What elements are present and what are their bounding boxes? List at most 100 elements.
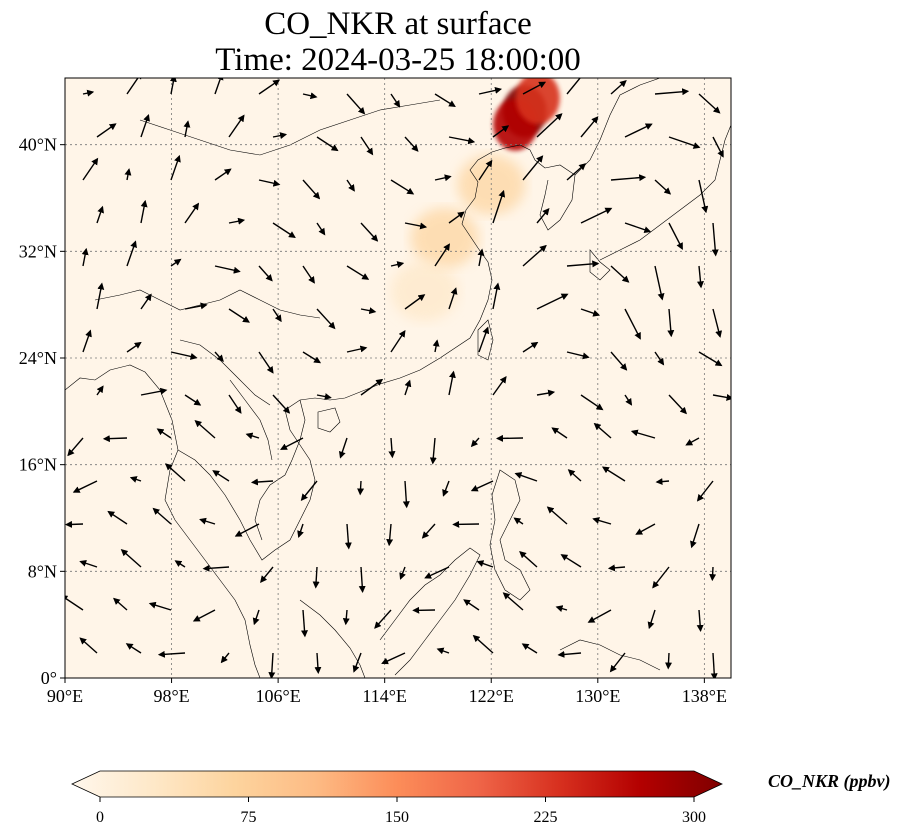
wind-arrow: [580, 116, 599, 138]
wind-arrow: [698, 179, 709, 214]
colorbar-tick-label: 225: [534, 809, 558, 826]
wind-arrow: [654, 351, 665, 366]
wind-arrow: [404, 222, 428, 230]
y-tick-label: 0°: [41, 668, 57, 688]
wind-arrow: [424, 566, 450, 579]
wind-arrow: [156, 428, 172, 439]
wind-arrow: [342, 609, 350, 626]
wind-arrow: [272, 132, 288, 140]
wind-arrow: [316, 222, 326, 236]
wind-arrow: [228, 114, 245, 138]
wind-arrow: [316, 393, 332, 400]
wind-arrow: [463, 599, 480, 611]
wind-arrow: [374, 609, 392, 629]
concentration-patch: [410, 208, 479, 268]
wind-arrow: [624, 123, 653, 138]
wind-arrow: [610, 351, 628, 371]
wind-arrow: [470, 437, 480, 448]
wind-arrow: [665, 652, 673, 670]
wind-arrow: [470, 480, 494, 492]
wind-arrow: [228, 308, 250, 323]
wind-arrow: [183, 120, 191, 138]
wind-arrow: [448, 136, 476, 145]
wind-arrow: [212, 470, 230, 482]
wind-arrow: [698, 93, 721, 114]
wind-arrow: [302, 92, 318, 100]
wind-arrow: [81, 247, 89, 267]
wind-arrow: [228, 217, 246, 225]
wind-arrow: [593, 422, 612, 439]
wind-arrow: [126, 78, 143, 95]
wind-arrow: [711, 222, 719, 257]
colorbar-body: [71, 770, 723, 798]
wind-arrow: [79, 559, 98, 568]
wind-arrow: [557, 650, 582, 658]
wind-arrow: [654, 88, 690, 96]
wind-arrow: [82, 89, 95, 97]
wind-arrow: [194, 419, 216, 439]
wind-arrow: [436, 647, 450, 655]
wind-arrow: [492, 125, 510, 138]
wind-arrow: [668, 136, 701, 149]
wind-arrow: [434, 93, 456, 108]
wind-arrow: [258, 351, 274, 374]
wind-arrow: [601, 466, 626, 482]
wind-arrow: [199, 517, 216, 525]
wind-arrow: [566, 260, 600, 268]
wind-arrow: [72, 480, 98, 493]
wind-arrow: [272, 308, 282, 323]
wind-arrow: [300, 480, 318, 501]
x-tick-label: 122°E: [469, 686, 514, 706]
wind-arrow: [140, 387, 168, 396]
wind-arrow: [258, 179, 281, 187]
wind-arrow: [492, 189, 506, 224]
wind-arrow: [170, 351, 198, 360]
wind-arrow: [513, 517, 524, 525]
wind-arrow: [388, 437, 396, 459]
wind-arrow: [357, 480, 365, 496]
wind-arrow: [169, 78, 177, 95]
wind-arrow: [609, 652, 626, 673]
wind-arrow: [184, 302, 208, 310]
wind-arrow: [220, 652, 230, 664]
wind-arrow: [654, 265, 665, 301]
colorbar-tick-label: 0: [96, 809, 104, 826]
wind-arrow: [170, 258, 182, 267]
wind-arrow: [478, 326, 490, 353]
wind-arrow: [314, 652, 322, 675]
wind-arrow: [316, 136, 339, 152]
colorbar-tick-label: 75: [241, 809, 257, 826]
wind-arrow: [390, 261, 405, 268]
wind-arrow: [668, 222, 683, 250]
x-tick-label: 130°E: [575, 686, 620, 706]
wind-arrow: [580, 308, 601, 317]
y-tick-label: 40°N: [19, 135, 57, 155]
wind-arrow: [360, 136, 374, 156]
x-tick-label: 98°E: [153, 686, 189, 706]
wind-arrow: [344, 523, 352, 550]
wind-arrow: [129, 476, 142, 483]
wind-arrow: [696, 265, 704, 289]
wind-arrow: [685, 437, 700, 446]
wind-arrow: [96, 385, 104, 396]
wind-arrow: [250, 478, 274, 486]
wind-arrow: [346, 265, 370, 280]
wind-arrow: [652, 566, 670, 589]
wind-arrow: [96, 282, 105, 310]
wind-arrow: [258, 79, 281, 95]
map-frame: [64, 77, 732, 679]
wind-arrow: [519, 551, 538, 568]
lat-lon-gridlines: [65, 78, 731, 678]
map-background: [65, 78, 731, 678]
wind-arrow: [580, 207, 613, 224]
wind-arrow: [624, 394, 633, 406]
wind-arrow: [125, 643, 142, 654]
wind-arrow: [560, 554, 582, 568]
wind-arrow: [668, 394, 687, 415]
map-panel: [65, 78, 731, 678]
wind-arrow: [82, 329, 92, 353]
wind-arrow: [192, 609, 216, 622]
wind-arrow: [390, 329, 406, 353]
wind-arrow: [302, 351, 322, 364]
wind-arrow: [174, 560, 186, 568]
